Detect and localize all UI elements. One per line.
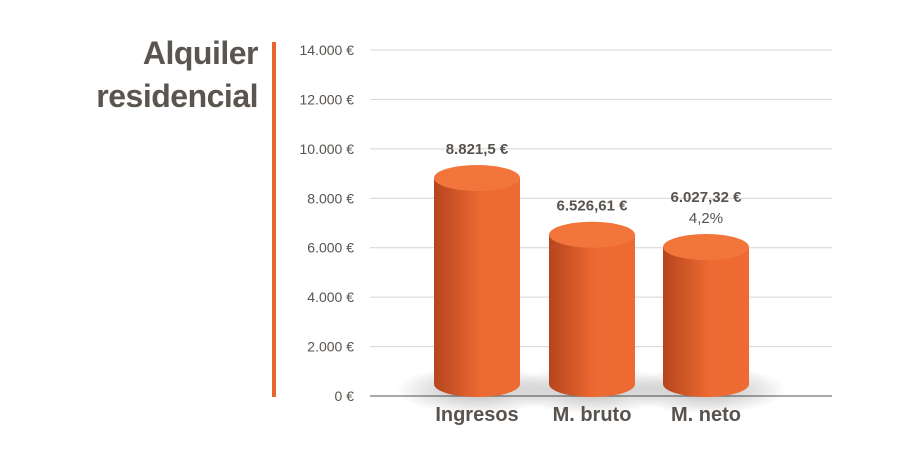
- y-tick-label: 10.000 €: [300, 141, 355, 157]
- data-label: 6.526,61 €: [557, 198, 629, 215]
- y-tick-label: 12.000 €: [300, 91, 355, 107]
- x-category-label: Ingresos: [435, 404, 518, 426]
- x-category-label: M. neto: [671, 404, 741, 426]
- x-category-label: M. bruto: [553, 404, 632, 426]
- y-axis-tick-labels: 0 € 2.000 € 4.000 € 6.000 € 8.000 € 10.000 € 1…: [300, 42, 355, 404]
- bar-top: [663, 234, 749, 261]
- bar-top: [434, 164, 520, 191]
- y-tick-label: 6.000 €: [307, 240, 354, 256]
- data-labels: 8.821,5 € 6.526,61 € 6.027,32 € 4,2%: [446, 141, 742, 227]
- bar-ingresos: [434, 177, 520, 397]
- chart-title-line-2: residencial: [96, 78, 258, 114]
- bar-top: [549, 221, 635, 248]
- data-label: 6.027,32 €: [671, 189, 743, 206]
- bars: [434, 164, 749, 397]
- y-tick-label: 2.000 €: [307, 339, 354, 355]
- bar-m-bruto: [549, 234, 635, 397]
- y-tick-label: 14.000 €: [300, 42, 355, 58]
- y-tick-label: 0 €: [335, 388, 355, 404]
- x-axis-category-labels: Ingresos M. bruto M. neto: [435, 404, 741, 426]
- percentage-label: 4,2%: [689, 210, 723, 227]
- y-tick-label: 4.000 €: [307, 289, 354, 305]
- accent-divider: [272, 42, 276, 397]
- data-label: 8.821,5 €: [446, 141, 509, 158]
- chart-title-line-1: Alquiler: [142, 35, 259, 71]
- bar-m-neto: [663, 247, 749, 397]
- y-tick-label: 8.000 €: [307, 190, 354, 206]
